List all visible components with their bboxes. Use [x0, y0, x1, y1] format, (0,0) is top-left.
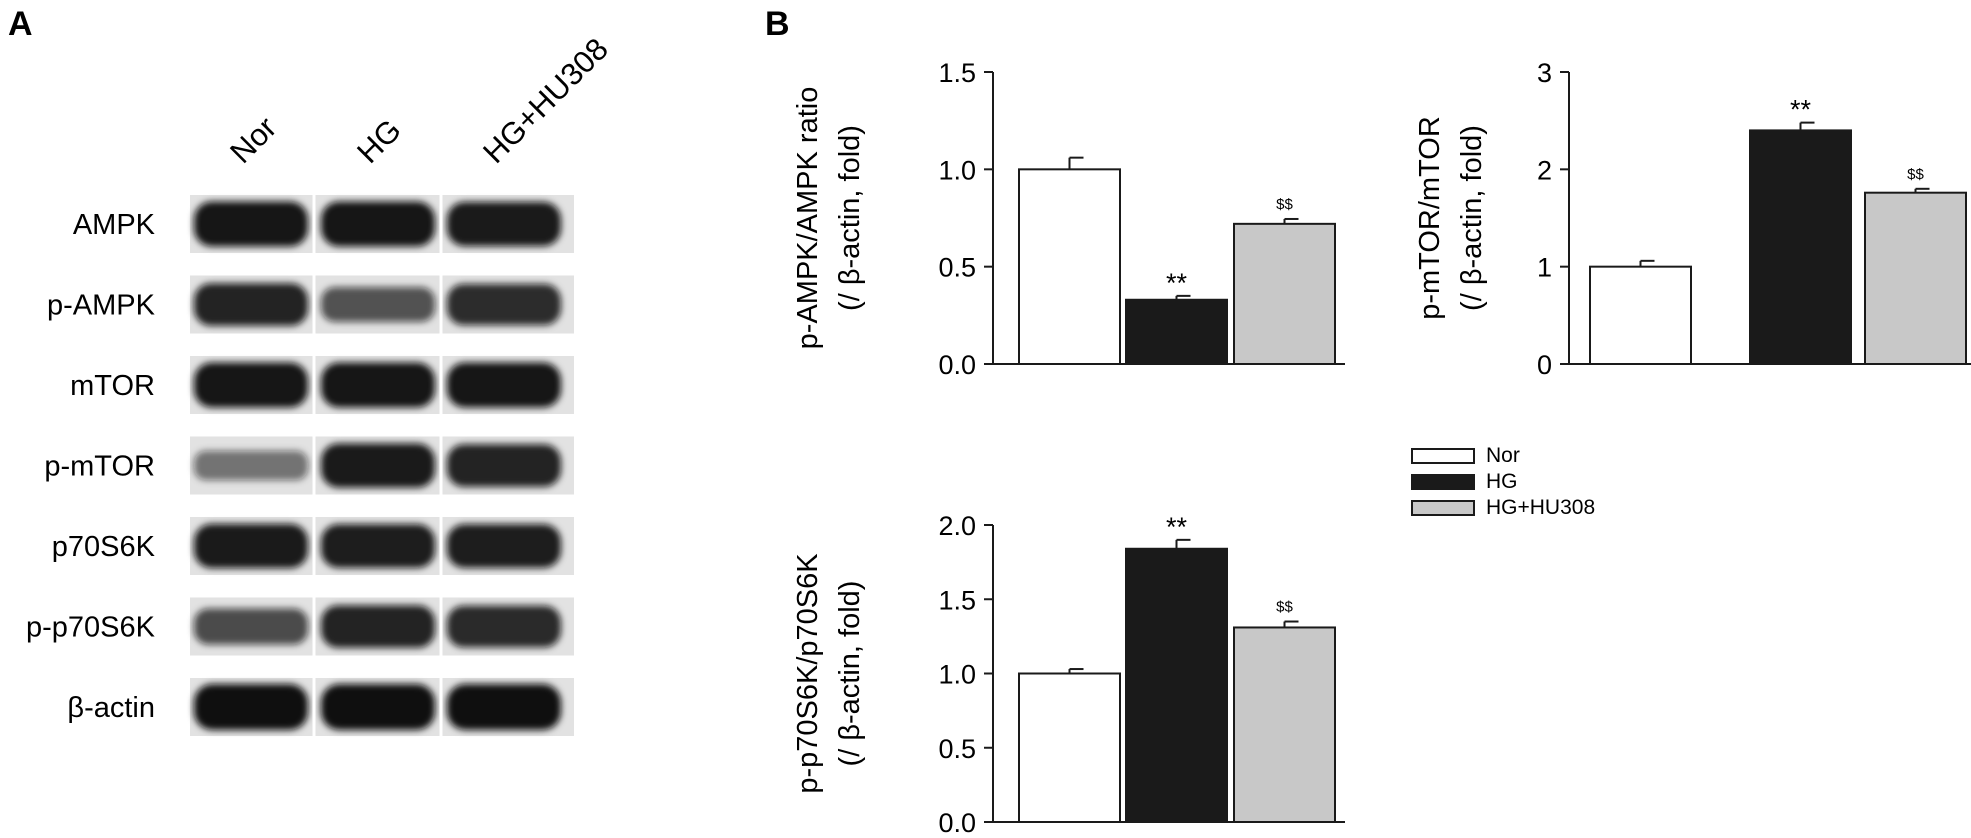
- legend-swatch: [1411, 474, 1475, 490]
- band-label: p-AMPK: [47, 290, 156, 322]
- blot-row: p-p70S6K: [26, 597, 574, 656]
- blot-band: [447, 524, 561, 568]
- bar-charts: 0.0 0.5 1.0 1.5 p-AMPK/AMPK ratio (/ β-actin,…: [792, 58, 1971, 838]
- blot-band: [194, 283, 308, 326]
- blot-band: [447, 444, 561, 487]
- y-tick-label: 1.5: [938, 585, 976, 615]
- blot-band: [321, 287, 435, 322]
- y-tick-label: 2.0: [938, 511, 976, 541]
- bar: [1864, 191, 1967, 365]
- blot-row: p70S6K: [52, 517, 574, 575]
- significance-label: **: [1790, 95, 1812, 125]
- y-tick-label: 0: [1537, 350, 1552, 380]
- blot-band: [447, 684, 561, 730]
- blot-band: [321, 605, 435, 648]
- western-blot: Nor HG HG+HU308 AMPK p-AMPK mTOR p-mTOR p70S6K p…: [26, 31, 615, 736]
- blot-band: [194, 450, 308, 481]
- band-label: mTOR: [70, 370, 155, 402]
- bar: [1749, 129, 1852, 365]
- y-axis-label-units: (/ β-actin, fold): [834, 581, 866, 767]
- y-axis-label-units: (/ β-actin, fold): [834, 125, 866, 311]
- legend-label: HG+HU308: [1486, 496, 1595, 519]
- lane-label: HG+HU308: [476, 31, 615, 170]
- bar: [1125, 547, 1228, 823]
- bar-chart: 0.0 0.5 1.0 1.5 2.0 p-p70S6K/p70S6K (/ β-actin…: [792, 511, 1345, 838]
- bar: [1589, 265, 1692, 365]
- y-tick-label: 0.5: [938, 253, 976, 283]
- blot-row: AMPK: [73, 195, 574, 253]
- blot-band: [447, 201, 561, 247]
- y-tick-label: 1: [1537, 253, 1552, 283]
- band-label: p-p70S6K: [26, 612, 156, 644]
- blot-row: mTOR: [70, 356, 574, 414]
- bar-chart: 0 1 2 3 p-mTOR/mTOR (/ β-actin, fold) ** $$: [1414, 58, 1971, 380]
- y-tick-label: 0.0: [938, 808, 976, 838]
- blot-band: [194, 608, 308, 645]
- blot-band: [321, 684, 435, 730]
- legend-label: HG: [1486, 470, 1518, 493]
- legend: Nor HG HG+HU308: [1411, 444, 1595, 519]
- blot-band: [194, 362, 308, 408]
- blot-row: p-AMPK: [47, 275, 574, 334]
- bar: [1018, 672, 1121, 823]
- significance-label: $$: [1276, 196, 1293, 213]
- blot-row: p-mTOR: [44, 436, 574, 495]
- bar: [1018, 168, 1121, 365]
- significance-label: **: [1166, 512, 1188, 542]
- band-label: AMPK: [73, 209, 156, 241]
- bar: [1233, 222, 1336, 365]
- blot-band: [194, 684, 308, 730]
- band-label: p-mTOR: [44, 451, 155, 483]
- y-tick-label: 1.0: [938, 155, 976, 185]
- bar: [1125, 298, 1228, 366]
- panel-label-b: B: [765, 5, 790, 43]
- blot-band: [321, 201, 435, 247]
- bar: [1233, 626, 1336, 824]
- y-axis-label-units: (/ β-actin, fold): [1456, 125, 1488, 311]
- y-tick-label: 1.5: [938, 58, 976, 88]
- blot-band: [321, 443, 435, 488]
- significance-label: **: [1166, 268, 1188, 298]
- y-axis-label: p-AMPK/AMPK ratio: [792, 87, 824, 350]
- blot-row: β-actin: [67, 678, 574, 736]
- legend-swatch: [1411, 448, 1475, 464]
- legend-swatch: [1411, 500, 1475, 516]
- y-axis-label: p-p70S6K/p70S6K: [792, 553, 824, 794]
- legend-label: Nor: [1486, 444, 1520, 467]
- y-axis-label: p-mTOR/mTOR: [1414, 116, 1446, 320]
- blot-band: [194, 201, 308, 247]
- y-tick-label: 3: [1537, 58, 1552, 88]
- blot-band: [194, 523, 308, 569]
- y-tick-label: 2: [1537, 155, 1552, 185]
- lane-label: HG: [350, 112, 408, 170]
- blot-band: [447, 362, 561, 408]
- blot-band: [447, 283, 561, 326]
- blot-band: [447, 605, 561, 648]
- significance-label: $$: [1276, 599, 1293, 616]
- panel-label-a: A: [8, 5, 33, 43]
- y-tick-label: 0.5: [938, 734, 976, 764]
- y-tick-label: 0.0: [938, 350, 976, 380]
- band-label: p70S6K: [52, 531, 156, 563]
- y-tick-label: 1.0: [938, 660, 976, 690]
- significance-label: $$: [1907, 166, 1924, 183]
- blot-band: [321, 362, 435, 408]
- lane-label: Nor: [223, 110, 283, 170]
- blot-band: [321, 524, 435, 568]
- band-label: β-actin: [67, 692, 155, 724]
- bar-chart: 0.0 0.5 1.0 1.5 p-AMPK/AMPK ratio (/ β-actin,…: [792, 58, 1345, 380]
